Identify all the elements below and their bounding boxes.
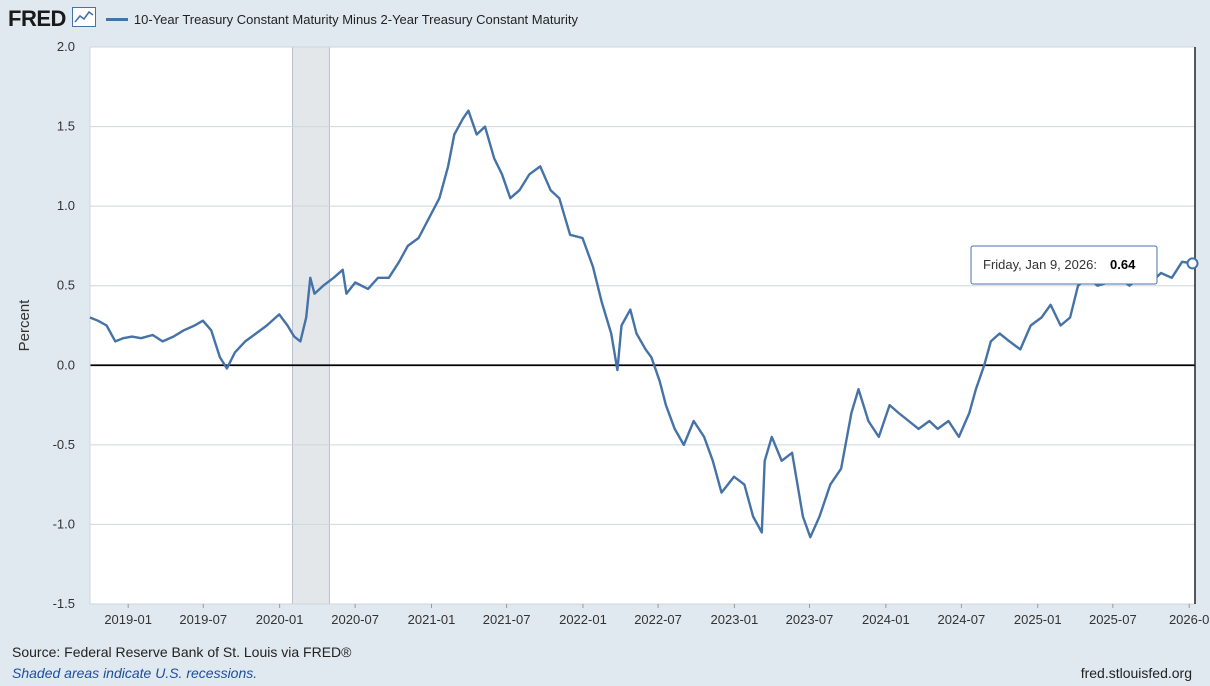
x-tick-label: 2023-07 (786, 612, 834, 627)
y-tick-label: -1.5 (53, 596, 75, 611)
series-line (89, 109, 1193, 539)
x-tick-label: 2025-07 (1089, 612, 1137, 627)
fred-logo[interactable]: FRED (8, 6, 66, 31)
x-tick-label: 2026-0 (1169, 612, 1209, 627)
y-tick-label: 1.5 (57, 119, 75, 134)
recession-note[interactable]: Shaded areas indicate U.S. recessions. (12, 665, 258, 681)
x-tick-label: 2022-01 (559, 612, 607, 627)
y-tick-label: 0.5 (57, 278, 75, 293)
x-tick-label: 2021-07 (483, 612, 531, 627)
x-tick-label: 2024-01 (862, 612, 910, 627)
x-tick-label: 2022-07 (634, 612, 682, 627)
x-tick-label: 2024-07 (938, 612, 986, 627)
hover-marker (1186, 257, 1199, 270)
chart-header: FRED 10-Year Treasury Constant Maturity … (8, 6, 578, 32)
x-tick-label: 2020-07 (331, 612, 379, 627)
x-tick-label: 2020-01 (256, 612, 304, 627)
y-tick-label: -1.0 (53, 516, 75, 531)
x-tick-label: 2019-07 (179, 612, 227, 627)
legend-label: 10-Year Treasury Constant Maturity Minus… (133, 11, 579, 27)
plot-area (90, 47, 1195, 604)
tooltip-value: 0.64 (1110, 257, 1136, 272)
source-text: Source: Federal Reserve Bank of St. Loui… (12, 644, 352, 660)
line-chart-icon (71, 6, 96, 32)
y-tick-label: 0.0 (57, 357, 75, 372)
x-tick-label: 2023-01 (711, 612, 759, 627)
recession-band (291, 46, 330, 605)
x-tick-label: 2019-01 (104, 612, 152, 627)
legend-swatch (105, 17, 128, 21)
x-tick-label: 2025-01 (1014, 612, 1062, 627)
site-url[interactable]: fred.stlouisfed.org (1080, 665, 1192, 681)
tooltip-label: Friday, Jan 9, 2026: (983, 257, 1097, 272)
legend: 10-Year Treasury Constant Maturity Minus… (105, 11, 579, 27)
y-tick-label: 1.0 (57, 198, 75, 213)
y-axis-label: Percent (16, 299, 33, 352)
x-tick-label: 2021-01 (408, 612, 456, 627)
y-tick-label: -0.5 (53, 437, 75, 452)
y-tick-label: 2.0 (57, 39, 75, 54)
tooltip-box (970, 245, 1158, 285)
